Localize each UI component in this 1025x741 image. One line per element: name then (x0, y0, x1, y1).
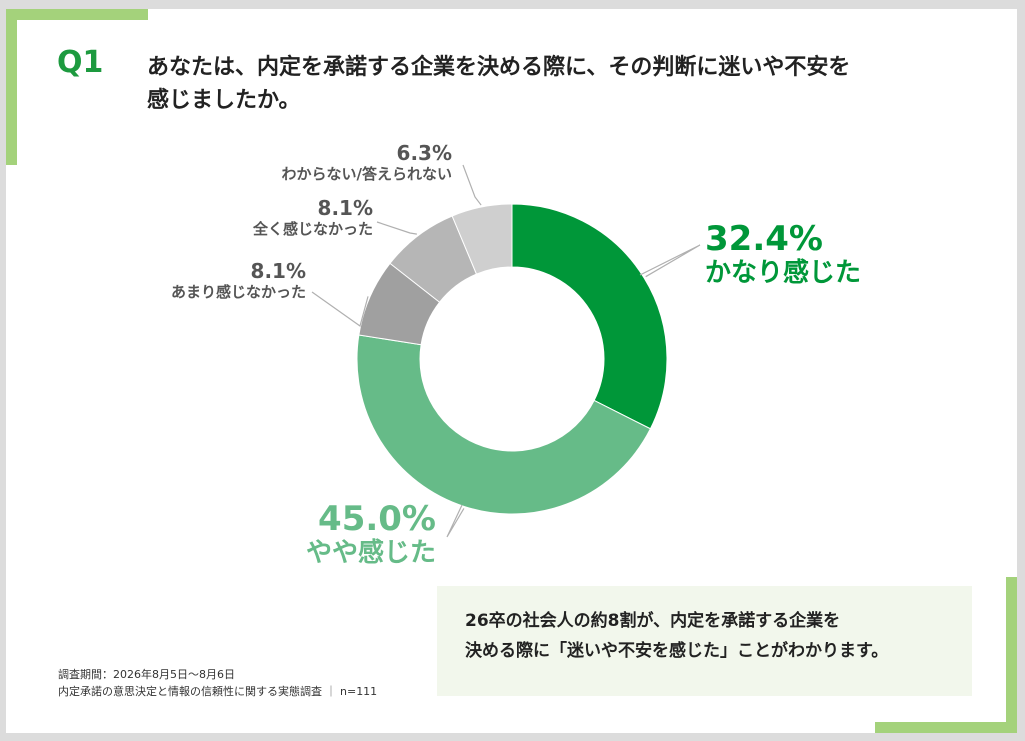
slice-value-label: 6.3% (397, 141, 452, 165)
question-text: あなたは、内定を承諾する企業を決める際に、その判断に迷いや不安を 感じましたか。 (147, 51, 927, 117)
corner-accent-top-left (6, 9, 148, 20)
leader-line (376, 221, 417, 235)
leader-line (639, 244, 701, 278)
footnote: 調査期間：2026年8月5日～8月6日 内定承諾の意思決定と情報の信頼性に関する… (58, 666, 377, 700)
survey-name: 内定承諾の意思決定と情報の信頼性に関する実態調査 (58, 685, 322, 698)
donut-slice (356, 334, 652, 515)
summary-text: 26卒の社会人の約8割が、内定を承諾する企業を 決める際に「迷いや不安を感じた」… (465, 606, 945, 666)
corner-accent-bottom-right (875, 722, 1017, 733)
corner-accent-right (1006, 577, 1017, 733)
summary-line-1: 26卒の社会人の約8割が、内定を承諾する企業を (465, 611, 841, 631)
corner-accent-left (6, 9, 17, 165)
sample-size: n=111 (340, 685, 378, 698)
question-line-1: あなたは、内定を承諾する企業を決める際に、その判断に迷いや不安を (147, 55, 851, 80)
slice-category-label: やや感じた (306, 538, 436, 568)
slice-category-label: あまり感じなかった (171, 283, 306, 301)
slice-category-label: わからない/答えられない (282, 165, 452, 183)
separator: ｜ (325, 685, 337, 698)
question-line-2: 感じましたか。 (147, 88, 301, 113)
question-number: Q1 (57, 45, 104, 80)
slice-value-label: 8.1% (251, 259, 306, 283)
slice-value-label: 8.1% (318, 196, 373, 220)
slice-category-label: 全く感じなかった (252, 220, 373, 238)
survey-info: 内定承諾の意思決定と情報の信頼性に関する実態調査 ｜ n=111 (58, 683, 377, 700)
summary-line-2: 決める際に「迷いや不安を感じた」ことがわかります。 (465, 641, 889, 661)
donut-slice (511, 203, 668, 430)
leader-line (311, 291, 369, 327)
slice-value-label: 32.4% (705, 219, 823, 259)
leader-line (446, 504, 465, 538)
donut-slice (451, 203, 513, 275)
slice-category-label: かなり感じた (705, 258, 861, 288)
leader-line (462, 164, 482, 206)
summary-box (437, 586, 972, 696)
survey-period: 調査期間：2026年8月5日～8月6日 (58, 668, 235, 681)
slice-value-label: 45.0% (318, 499, 436, 539)
